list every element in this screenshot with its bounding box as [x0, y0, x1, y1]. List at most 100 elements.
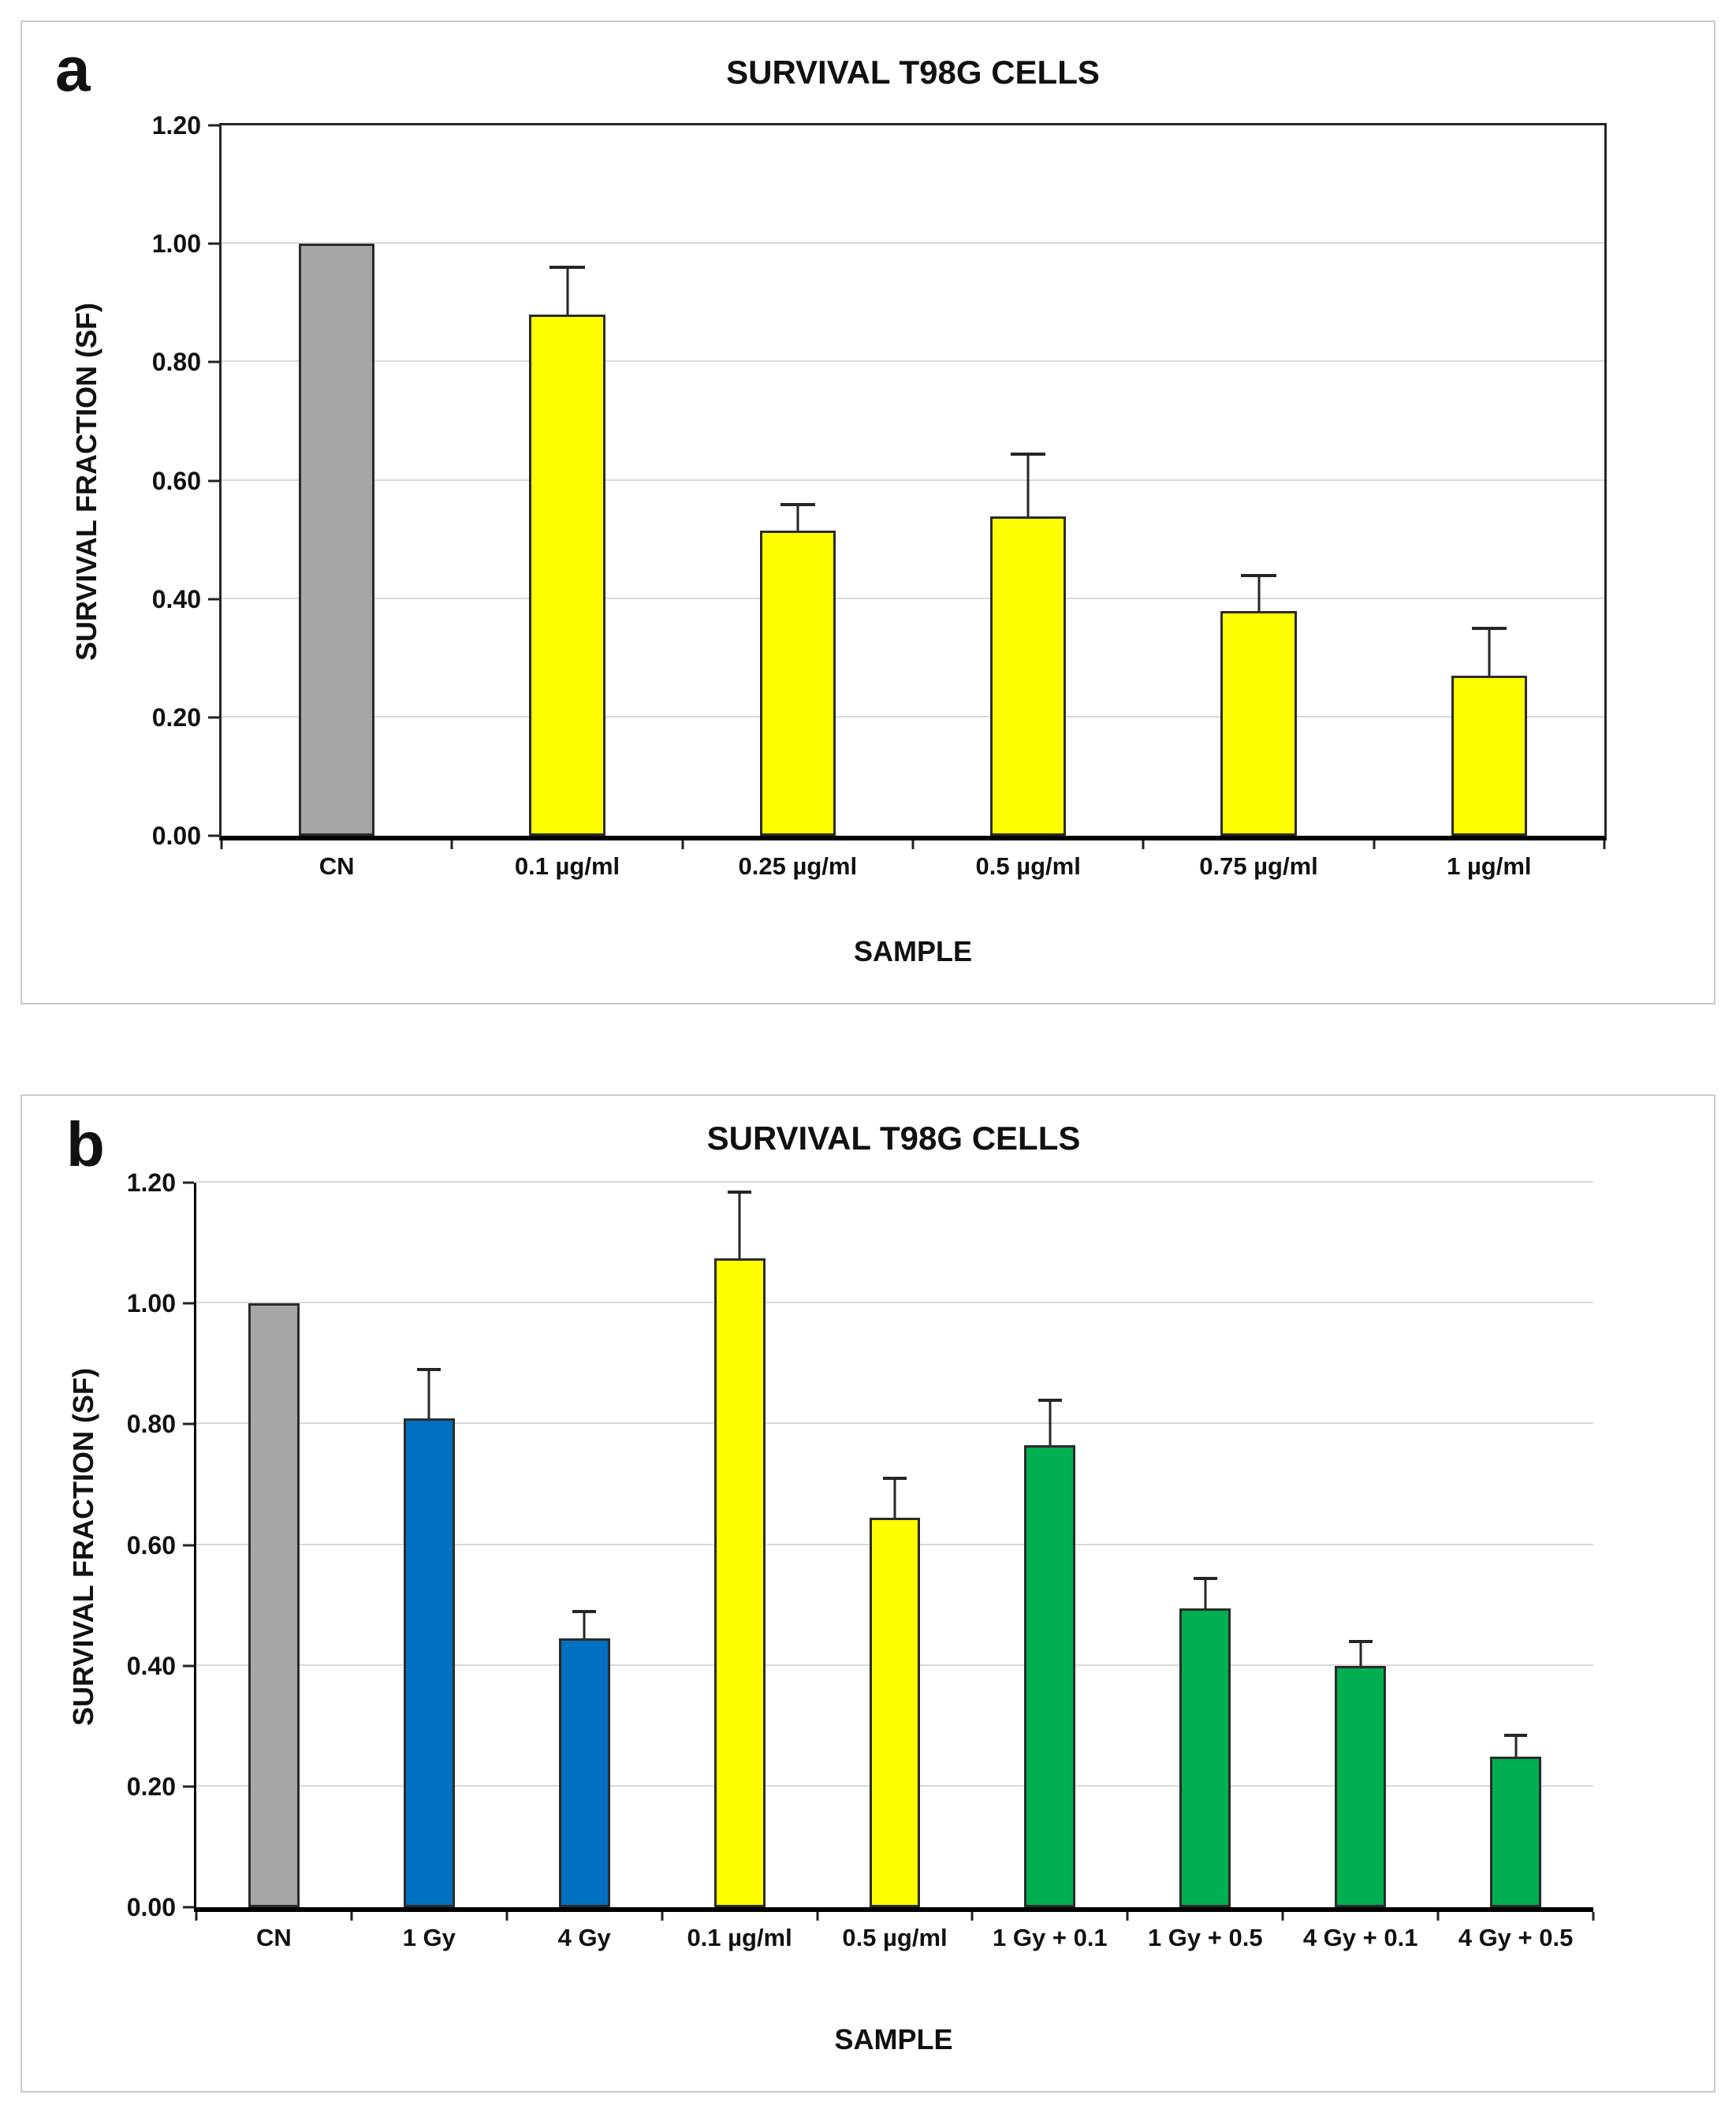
- y-tick-mark: [208, 716, 219, 719]
- plot-area: 0.00 0.20 0.40 0.60 0.80 1.00 1.20 CN 0.1 µg/ml 0…: [152, 113, 1607, 880]
- error-bar: [1359, 1642, 1362, 1666]
- x-tick-mark: [1373, 840, 1376, 849]
- error-bar-cap: [1038, 1398, 1062, 1402]
- bar: [558, 1638, 610, 1907]
- category-label: 0.5 µg/ml: [842, 1924, 948, 1951]
- x-axis-label: SAMPLE: [834, 2023, 953, 2055]
- x-tick-mark: [1603, 840, 1606, 849]
- error-bar-cap: [417, 1368, 441, 1372]
- gridline: [222, 479, 1604, 481]
- y-tick-mark: [208, 479, 219, 482]
- bar: [1451, 676, 1528, 836]
- error-bar: [1204, 1578, 1207, 1608]
- error-bar: [796, 504, 799, 531]
- x-tick-mark: [505, 1912, 509, 1921]
- error-bar: [583, 1611, 586, 1639]
- category-label: CN: [256, 1924, 292, 1951]
- bar: [1335, 1665, 1387, 1907]
- error-bar-cap: [1503, 1733, 1528, 1737]
- y-tick-label: 0.80: [151, 348, 201, 377]
- bar: [1490, 1756, 1542, 1907]
- category-label: 0.1 µg/ml: [687, 1924, 792, 1951]
- error-bar: [738, 1191, 741, 1258]
- gridline: [222, 715, 1604, 717]
- category-label: 1 Gy: [402, 1924, 456, 1951]
- y-tick-mark: [208, 124, 219, 127]
- error-bar-cap: [780, 502, 816, 506]
- bar: [759, 531, 836, 836]
- category-label: 1 Gy + 0.1: [993, 1924, 1108, 1951]
- y-tick-mark: [208, 834, 219, 837]
- y-tick-label: 1.20: [151, 111, 201, 140]
- x-axis-label: SAMPLE: [853, 935, 972, 967]
- y-tick-mark: [183, 1544, 194, 1546]
- gridline: [196, 1181, 1593, 1183]
- x-tick-mark: [1142, 840, 1145, 849]
- chart-title: SURVIVAL T98G CELLS: [706, 1120, 1081, 1157]
- error-bar: [1257, 575, 1260, 611]
- y-tick-mark: [183, 1785, 194, 1788]
- y-tick-label: 0.20: [126, 1772, 176, 1801]
- category-label: 0.75 µg/ml: [1199, 852, 1318, 880]
- error-bar: [893, 1478, 896, 1519]
- x-tick-mark: [661, 1912, 664, 1921]
- error-bar: [1488, 628, 1491, 676]
- y-tick-mark: [183, 1664, 194, 1668]
- bar: [529, 315, 605, 836]
- error-bar: [1026, 453, 1030, 516]
- error-bar: [566, 267, 568, 315]
- error-bar-cap: [549, 266, 585, 270]
- category-label: 4 Gy: [557, 1924, 611, 1951]
- category-label: 0.5 µg/ml: [975, 852, 1081, 880]
- error-bar: [427, 1370, 430, 1418]
- y-tick-label: 0.00: [126, 1893, 176, 1921]
- x-tick-mark: [970, 1912, 974, 1921]
- category-label: 4 Gy + 0.1: [1302, 1924, 1418, 1951]
- panel-a: a SURVIVAL T98G CELLS SURVIVAL FRACTION …: [20, 20, 1716, 1004]
- y-tick-label: 0.40: [126, 1651, 176, 1680]
- y-tick-label: 1.20: [126, 1168, 176, 1197]
- y-tick-label: 1.00: [151, 229, 201, 259]
- error-bar-cap: [883, 1477, 907, 1481]
- gridline: [196, 1302, 1593, 1304]
- y-tick-mark: [208, 598, 219, 601]
- category-label: 0.25 µg/ml: [738, 852, 858, 880]
- x-tick-mark: [350, 1912, 353, 1921]
- bar: [1220, 610, 1297, 836]
- error-bar-cap: [1471, 627, 1507, 631]
- gridline: [222, 360, 1604, 363]
- category-label: 1 Gy + 0.5: [1147, 1924, 1263, 1951]
- gridline: [222, 242, 1604, 244]
- x-tick-mark: [1436, 1912, 1440, 1921]
- panel-b: b SURVIVAL T98G CELLS SURVIVAL FRACTION …: [20, 1094, 1716, 2093]
- x-tick-mark: [816, 1912, 819, 1921]
- bar: [989, 516, 1067, 836]
- category-label: 1 µg/ml: [1447, 852, 1532, 880]
- chart-title: SURVIVAL T98G CELLS: [726, 54, 1100, 91]
- error-bar-cap: [728, 1190, 752, 1194]
- x-tick-mark: [450, 840, 453, 849]
- y-tick-label: 0.60: [151, 466, 201, 495]
- y-tick-mark: [208, 242, 219, 245]
- gridline: [222, 597, 1604, 599]
- error-bar-cap: [1241, 573, 1276, 577]
- y-tick-label: 0.00: [151, 822, 201, 850]
- plot-area: 0.00 0.20 0.40 0.60 0.80 1.00 1.20 CN 1 Gy 4 Gy 0.…: [127, 1170, 1595, 1951]
- y-tick-mark: [183, 1422, 194, 1425]
- category-label: 0.1 µg/ml: [514, 852, 620, 880]
- x-tick-mark: [1592, 1912, 1595, 1921]
- y-tick-mark: [183, 1906, 194, 1909]
- y-tick-label: 0.40: [151, 584, 201, 613]
- bar: [869, 1518, 921, 1907]
- x-tick-mark: [681, 840, 684, 849]
- gridline: [196, 1422, 1593, 1425]
- y-tick-mark: [183, 1302, 194, 1305]
- x-tick-mark: [1281, 1912, 1284, 1921]
- bar: [298, 244, 375, 836]
- bar: [713, 1258, 766, 1907]
- error-bar: [1514, 1735, 1518, 1757]
- category-label: 4 Gy + 0.5: [1458, 1924, 1574, 1951]
- error-bar-cap: [1348, 1640, 1373, 1644]
- error-bar-cap: [1010, 452, 1046, 456]
